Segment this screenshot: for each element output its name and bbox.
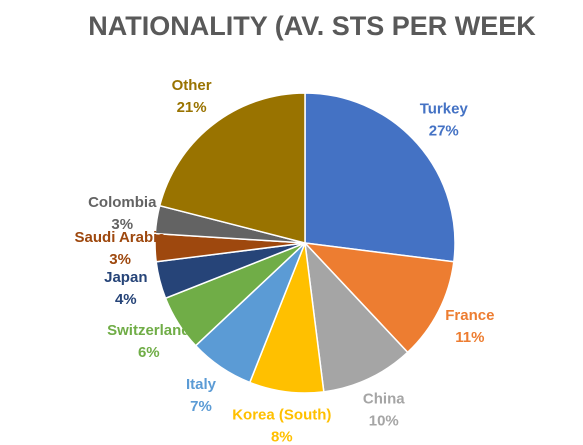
slice-value-label: 4% <box>115 291 137 308</box>
slice-value-label: 10% <box>369 412 399 429</box>
slice-category-label: France <box>445 307 494 324</box>
slice-value-label: 11% <box>455 329 484 346</box>
slice-value-label: 27% <box>429 123 459 140</box>
pie-slice <box>304 92 456 263</box>
slice-category-label: China <box>363 390 405 407</box>
slice-category-label: Colombia <box>88 194 157 211</box>
slice-value-label: 7% <box>190 398 212 415</box>
pie-slice <box>303 241 455 354</box>
chart-title: NATIONALITY (AV. STS PER WEEK <box>88 11 536 41</box>
slice-category-label: Turkey <box>420 101 469 118</box>
slice-category-label: Other <box>172 77 212 94</box>
pie-slice <box>158 92 306 244</box>
slice-category-label: Japan <box>104 269 147 286</box>
slice-value-label: 8% <box>271 429 293 445</box>
slice-value-label: 3% <box>109 251 131 268</box>
slice-category-label: Italy <box>186 376 217 393</box>
slice-value-label: 3% <box>111 216 133 233</box>
slice-value-label: 21% <box>177 99 207 116</box>
slice-category-label: Switzerland <box>107 322 190 339</box>
slice-category-label: Saudi Arabia <box>75 229 167 246</box>
slice-category-label: Korea (South) <box>232 407 331 424</box>
slice-value-label: 6% <box>138 344 160 361</box>
pie-slice <box>303 240 409 393</box>
